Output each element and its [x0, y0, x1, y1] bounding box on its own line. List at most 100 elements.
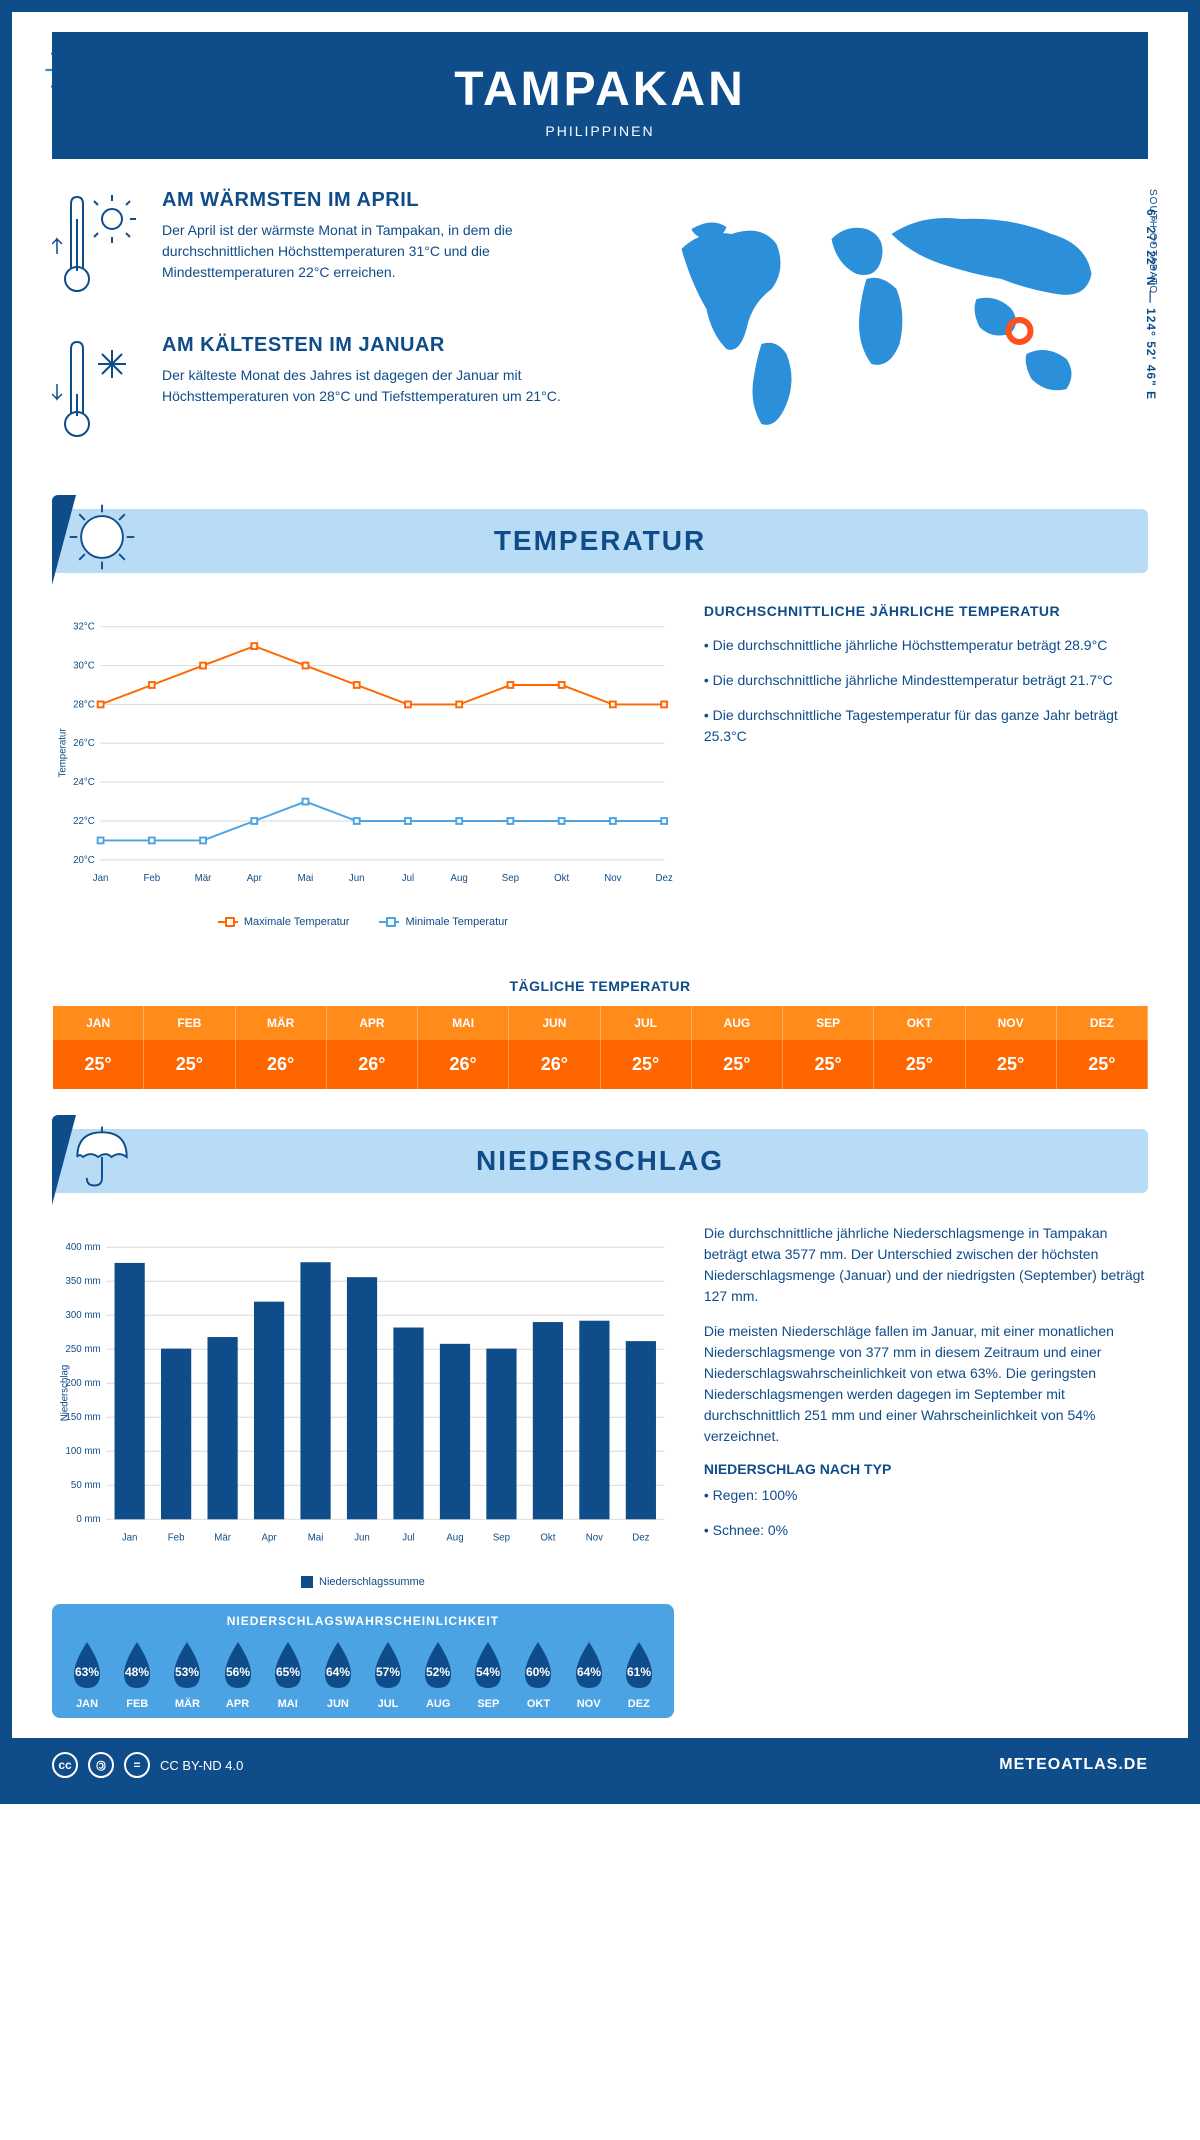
svg-text:61%: 61% [627, 1665, 651, 1679]
svg-text:150 mm: 150 mm [66, 1412, 101, 1423]
probability-drop: 63% JAN [64, 1638, 110, 1710]
coldest-text: Der kälteste Monat des Jahres ist dagege… [162, 365, 585, 407]
temp-side-title: DURCHSCHNITTLICHE JÄHRLICHE TEMPERATUR [704, 603, 1148, 619]
daily-temp-value: 26° [418, 1040, 509, 1089]
daily-month-header: JAN [53, 1006, 144, 1040]
page-header: TAMPAKAN PHILIPPINEN [52, 32, 1148, 159]
svg-text:Jun: Jun [349, 873, 365, 884]
svg-text:Temperatur: Temperatur [58, 728, 69, 778]
svg-text:300 mm: 300 mm [66, 1310, 101, 1321]
svg-text:24°C: 24°C [73, 777, 95, 788]
legend-min-label: Minimale Temperatur [405, 916, 508, 928]
probability-drop: 64% NOV [566, 1638, 612, 1710]
daily-temp-title: TÄGLICHE TEMPERATUR [12, 978, 1188, 994]
daily-temp-value: 25° [144, 1040, 235, 1089]
svg-text:64%: 64% [326, 1665, 350, 1679]
svg-text:30°C: 30°C [73, 660, 95, 671]
svg-text:400 mm: 400 mm [66, 1242, 101, 1253]
coldest-fact: AM KÄLTESTEN IM JANUAR Der kälteste Mona… [52, 334, 585, 449]
world-map [615, 189, 1148, 449]
warmest-text: Der April ist der wärmste Monat in Tampa… [162, 220, 585, 283]
warmest-title: AM WÄRMSTEN IM APRIL [162, 189, 585, 212]
svg-text:50 mm: 50 mm [71, 1480, 101, 1491]
probability-drop: 48% FEB [114, 1638, 160, 1710]
probability-drop: 64% JUN [315, 1638, 361, 1710]
svg-text:250 mm: 250 mm [66, 1344, 101, 1355]
svg-text:Okt: Okt [554, 873, 569, 884]
daily-month-header: MÄR [236, 1006, 327, 1040]
svg-text:Mär: Mär [195, 873, 212, 884]
svg-text:100 mm: 100 mm [66, 1446, 101, 1457]
svg-text:Aug: Aug [451, 873, 468, 884]
probability-drop: 56% APR [214, 1638, 260, 1710]
by-icon: 🄯 [88, 1752, 114, 1778]
precip-para-1: Die durchschnittliche jährliche Niedersc… [704, 1223, 1148, 1307]
daily-month-header: AUG [692, 1006, 783, 1040]
svg-text:60%: 60% [526, 1665, 550, 1679]
precip-type-snow: • Schnee: 0% [704, 1520, 1148, 1541]
precip-type-title: NIEDERSCHLAG NACH TYP [704, 1461, 1148, 1477]
svg-text:Niederschlag: Niederschlag [60, 1365, 71, 1422]
temperature-section-header: TEMPERATUR [52, 509, 1148, 573]
svg-text:Dez: Dez [632, 1533, 649, 1544]
svg-text:Nov: Nov [586, 1533, 603, 1544]
precipitation-bar-chart: 0 mm50 mm100 mm150 mm200 mm250 mm300 mm3… [52, 1223, 674, 1563]
svg-text:Dez: Dez [655, 873, 672, 884]
svg-text:Mai: Mai [308, 1533, 324, 1544]
nd-icon: = [124, 1752, 150, 1778]
location-title: TAMPAKAN [72, 62, 1128, 117]
probability-drop: 54% SEP [465, 1638, 511, 1710]
daily-temp-value: 25° [783, 1040, 874, 1089]
svg-text:54%: 54% [476, 1665, 500, 1679]
svg-text:63%: 63% [75, 1665, 99, 1679]
svg-text:48%: 48% [125, 1665, 149, 1679]
probability-drop: 60% OKT [515, 1638, 561, 1710]
thermometer-sun-icon [52, 189, 142, 304]
country-subtitle: PHILIPPINEN [72, 123, 1128, 139]
svg-text:Sep: Sep [502, 873, 519, 884]
svg-text:Apr: Apr [247, 873, 263, 884]
svg-text:53%: 53% [175, 1665, 199, 1679]
precipitation-probability-box: NIEDERSCHLAGSWAHRSCHEINLICHKEIT 63% JAN … [52, 1604, 674, 1718]
daily-temperature-table: JANFEBMÄRAPRMAIJUNJULAUGSEPOKTNOVDEZ25°2… [52, 1006, 1148, 1089]
svg-text:Mai: Mai [298, 873, 314, 884]
svg-text:28°C: 28°C [73, 699, 95, 710]
svg-text:Jul: Jul [402, 1533, 414, 1544]
daily-temp-value: 25° [966, 1040, 1057, 1089]
svg-text:22°C: 22°C [73, 816, 95, 827]
daily-temp-value: 25° [874, 1040, 965, 1089]
temp-chart-legend: Maximale Temperatur Minimale Temperatur [52, 916, 674, 928]
svg-text:56%: 56% [226, 1665, 250, 1679]
daily-temp-value: 25° [53, 1040, 144, 1089]
svg-text:52%: 52% [426, 1665, 450, 1679]
daily-month-header: APR [327, 1006, 418, 1040]
precipitation-section-header: NIEDERSCHLAG [52, 1129, 1148, 1193]
probability-drop: 65% MAI [265, 1638, 311, 1710]
svg-text:350 mm: 350 mm [66, 1276, 101, 1287]
temp-bullet-1: • Die durchschnittliche jährliche Höchst… [704, 635, 1148, 656]
svg-text:32°C: 32°C [73, 622, 95, 633]
cc-icon: cc [52, 1752, 78, 1778]
daily-month-header: MAI [418, 1006, 509, 1040]
svg-text:0 mm: 0 mm [76, 1514, 100, 1525]
legend-precip-label: Niederschlagssumme [319, 1576, 425, 1588]
legend-max-label: Maximale Temperatur [244, 916, 350, 928]
svg-text:Jul: Jul [402, 873, 414, 884]
daily-month-header: NOV [966, 1006, 1057, 1040]
umbrella-icon [52, 1115, 152, 1205]
precipitation-heading: NIEDERSCHLAG [68, 1145, 1132, 1177]
page-footer: cc 🄯 = CC BY-ND 4.0 METEOATLAS.DE [12, 1738, 1188, 1792]
daily-month-header: OKT [874, 1006, 965, 1040]
daily-month-header: SEP [783, 1006, 874, 1040]
temperature-heading: TEMPERATUR [68, 525, 1132, 557]
svg-text:Jun: Jun [354, 1533, 370, 1544]
probability-drop: 61% DEZ [616, 1638, 662, 1710]
daily-temp-value: 25° [601, 1040, 692, 1089]
temperature-line-chart: 20°C22°C24°C26°C28°C30°C32°CJanFebMärApr… [52, 603, 674, 903]
svg-text:Mär: Mär [214, 1533, 231, 1544]
svg-text:Apr: Apr [262, 1533, 278, 1544]
thermometer-snow-icon [52, 334, 142, 449]
probability-drop: 52% AUG [415, 1638, 461, 1710]
warmest-fact: AM WÄRMSTEN IM APRIL Der April ist der w… [52, 189, 585, 304]
daily-month-header: FEB [144, 1006, 235, 1040]
